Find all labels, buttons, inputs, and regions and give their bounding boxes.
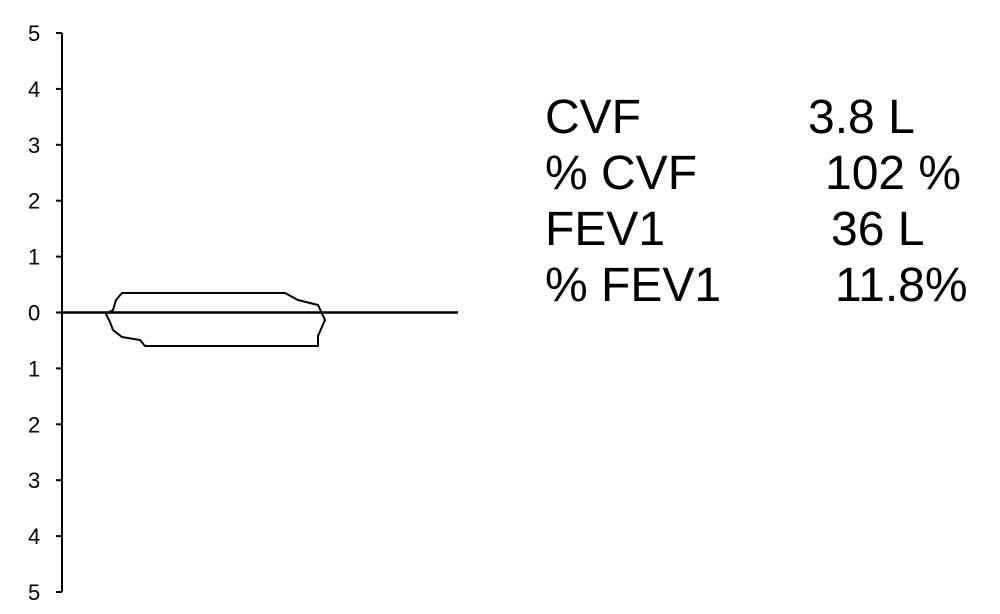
spirometry-results: CVF 3.8 L % CVF 102 % FEV1 36 L % FEV1 1… [545,90,968,314]
result-label: % CVF [545,147,698,200]
y-tick-label: 3 [28,468,40,493]
result-row-fev1: FEV1 36 L [545,202,924,258]
y-tick-label: 2 [28,412,40,437]
y-axis: 5 4 3 2 1 0 1 2 3 4 5 [28,21,63,605]
result-label: % FEV1 [545,259,722,312]
y-tick-label: 5 [28,21,40,46]
result-value: 3.8 L [808,91,915,144]
result-label: CVF [545,91,641,144]
flow-volume-chart: 5 4 3 2 1 0 1 2 3 4 5 [28,21,458,605]
result-value: 102 % [825,147,962,200]
result-value: 36 L [831,203,925,256]
result-row-cvf: CVF 3.8 L [545,90,915,146]
y-tick-label: 4 [28,77,40,102]
flow-volume-loop [104,292,327,347]
result-row-percent-cvf: % CVF 102 % [545,146,961,202]
y-tick-label: 2 [28,189,40,214]
result-value: 11.8% [835,259,968,312]
result-label: FEV1 [545,203,666,256]
y-tick-label: 3 [28,133,40,158]
y-tick-label: 1 [28,245,40,270]
result-row-percent-fev1: % FEV1 11.8% [545,258,968,314]
y-tick-label: 0 [28,301,40,326]
y-tick-label: 4 [28,524,40,549]
y-tick-label: 1 [28,356,40,381]
y-tick-label: 5 [28,580,40,605]
